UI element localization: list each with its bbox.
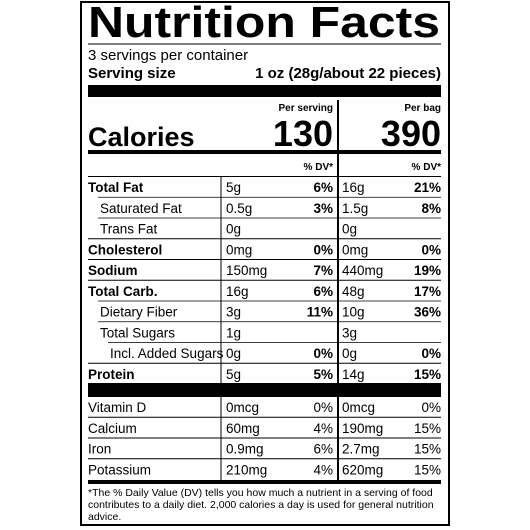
daily-value: 8% <box>421 201 441 216</box>
daily-value: 19% <box>414 263 441 278</box>
daily-value: 6% <box>313 442 333 457</box>
amount: 2.7mg <box>342 442 380 457</box>
daily-value: 0% <box>421 400 441 415</box>
nutrient-name: Vitamin D <box>88 400 147 415</box>
nutrient-name: Trans Fat <box>100 222 158 237</box>
thick-rule <box>88 383 441 396</box>
nutrient-name: Incl. Added Sugars <box>110 346 224 361</box>
amount: 150mg <box>226 263 267 278</box>
daily-value: 36% <box>414 305 441 320</box>
daily-value: 4% <box>313 462 333 477</box>
nutrient-name: Sodium <box>88 263 138 278</box>
amount: 0g <box>342 222 357 237</box>
daily-value: 15% <box>414 367 441 382</box>
amount: 0g <box>226 222 241 237</box>
amount: 16g <box>342 180 365 195</box>
amount: 0mg <box>226 242 252 257</box>
calories-value: 130 <box>273 113 333 154</box>
amount: 0mcg <box>226 400 259 415</box>
amount: 210mg <box>226 462 267 477</box>
daily-value: 6% <box>313 284 333 299</box>
daily-value: 3% <box>313 201 333 216</box>
footnote-box: *The % Daily Value (DV) tells you how mu… <box>88 487 434 523</box>
amount: 0.5g <box>226 201 252 216</box>
daily-value: 15% <box>414 462 441 477</box>
nutrient-name: Dietary Fiber <box>100 305 178 320</box>
dv-header: % DV* <box>304 162 334 173</box>
nutrient-name: Cholesterol <box>88 242 162 257</box>
column-header: Per serving <box>279 103 333 114</box>
amount: 5g <box>226 367 241 382</box>
nutrient-name: Total Fat <box>88 180 144 195</box>
dv-header: % DV* <box>412 162 442 173</box>
daily-value: 17% <box>414 284 441 299</box>
amount: 0g <box>226 346 241 361</box>
daily-value: 0% <box>313 242 333 257</box>
daily-value: 7% <box>313 263 333 278</box>
medium-rule <box>88 150 441 154</box>
amount: 16g <box>226 284 249 299</box>
daily-value: 11% <box>307 305 333 320</box>
servings: 3 servings per container <box>88 47 248 64</box>
daily-value: 15% <box>414 421 441 436</box>
daily-value: 0% <box>421 346 441 361</box>
amount: 48g <box>342 284 365 299</box>
daily-value: 4% <box>313 421 333 436</box>
daily-value: 0% <box>313 400 333 415</box>
amount: 10g <box>342 305 365 320</box>
nutrient-name: Iron <box>88 442 111 457</box>
nutrient-name: Protein <box>88 367 135 382</box>
serving-size-label: Serving size <box>88 65 176 82</box>
thick-rule <box>88 85 441 97</box>
nutrient-name: Total Carb. <box>88 284 158 299</box>
amount: 620mg <box>342 462 383 477</box>
medium-rule <box>88 480 441 484</box>
title: Nutrition Facts <box>88 0 440 47</box>
amount: 14g <box>342 367 365 382</box>
serving-size: 1 oz (28g/about 22 pieces) <box>255 65 441 82</box>
nutrient-name: Saturated Fat <box>100 201 182 216</box>
daily-value: 6% <box>313 180 333 195</box>
daily-value: 15% <box>414 442 441 457</box>
amount: 0.9mg <box>226 442 264 457</box>
amount: 3g <box>226 305 241 320</box>
nutrient-name: Potassium <box>88 462 151 477</box>
daily-value: 21% <box>414 180 441 195</box>
daily-value: 0% <box>421 242 441 257</box>
calories-value: 390 <box>381 113 441 154</box>
amount: 440mg <box>342 263 383 278</box>
nutrient-name: Calcium <box>88 421 137 436</box>
calories-label: Calories <box>88 122 195 152</box>
amount: 1g <box>226 325 241 340</box>
amount: 1.5g <box>342 201 368 216</box>
amount: 3g <box>342 325 357 340</box>
amount: 0g <box>342 346 357 361</box>
amount: 0mcg <box>342 400 375 415</box>
amount: 60mg <box>226 421 260 436</box>
amount: 0mg <box>342 242 368 257</box>
amount: 190mg <box>342 421 383 436</box>
daily-value: 0% <box>313 346 333 361</box>
daily-value: 5% <box>313 367 333 382</box>
column-header: Per bag <box>404 103 441 114</box>
footnote: *The % Daily Value (DV) tells you how mu… <box>88 487 434 523</box>
amount: 5g <box>226 180 241 195</box>
nutrient-name: Total Sugars <box>100 325 175 340</box>
